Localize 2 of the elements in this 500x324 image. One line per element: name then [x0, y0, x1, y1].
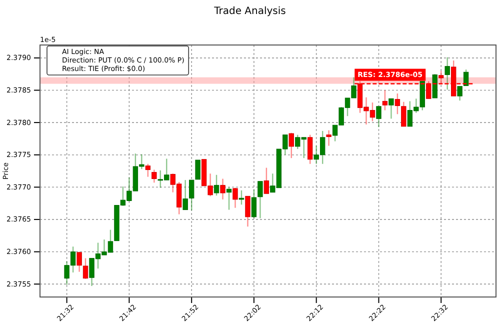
- chart-title: Trade Analysis: [213, 6, 286, 17]
- candlestick: [195, 159, 200, 180]
